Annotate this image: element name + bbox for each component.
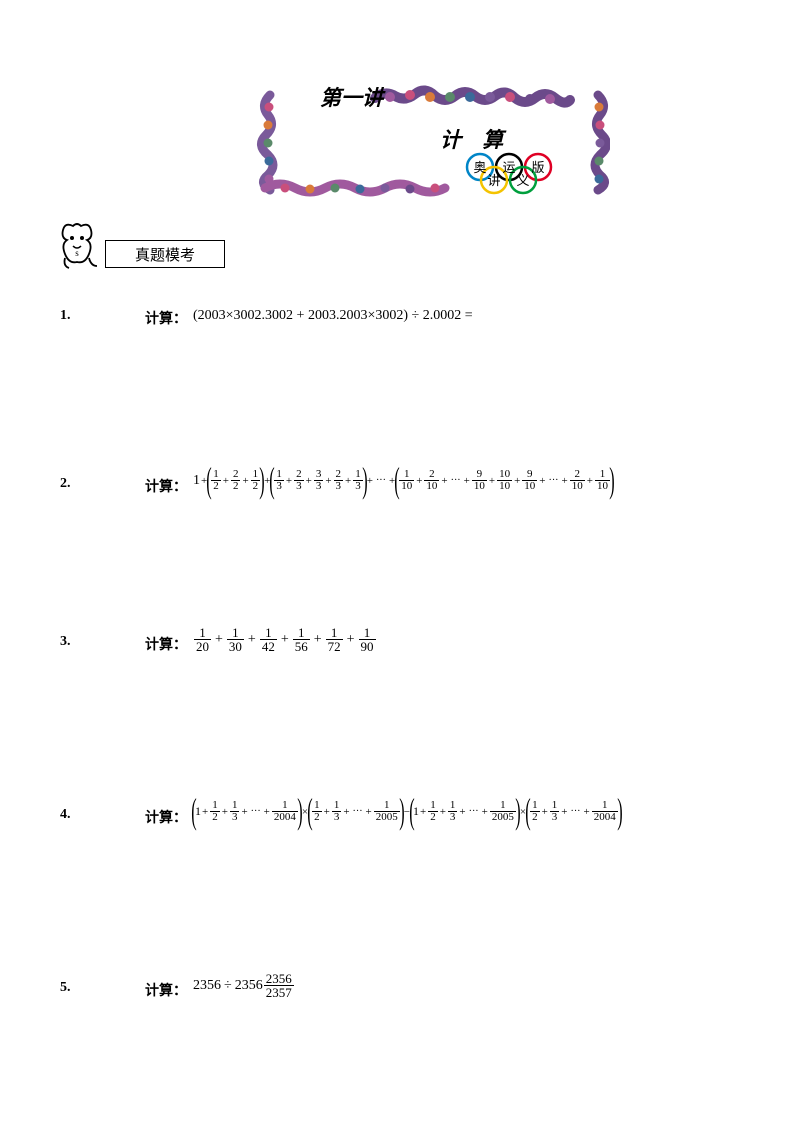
problem-4: 4. 计算： ( 1+ 12+ 13+ ···+ 12004 ) × ( 12+…: [60, 799, 760, 827]
problem-label: 计算：: [145, 799, 187, 827]
problem-expression: 2356 ÷ 2356 23562357: [193, 972, 295, 999]
svg-text:讲: 讲: [487, 173, 500, 188]
problem-number: 5.: [60, 972, 145, 996]
problem-2: 2. 计算： 1 + ( 12+ 22+ 12 ) + ( 13+ 23+ 33…: [60, 468, 760, 496]
decorative-banner: 奥 运 版 讲 义: [250, 80, 610, 200]
problem-expression: 120+ 130+ 142+ 156+ 172+ 190: [193, 626, 377, 653]
svg-text:义: 义: [516, 173, 529, 188]
problem-label: 计算：: [145, 300, 187, 328]
problem-expression: 1 + ( 12+ 22+ 12 ) + ( 13+ 23+ 33+ 23+ 1…: [193, 468, 613, 493]
section-label: 真题模考: [105, 240, 225, 268]
problem-label: 计算：: [145, 972, 187, 1000]
problem-number: 3.: [60, 626, 145, 650]
svg-text:奥: 奥: [473, 160, 486, 175]
problem-expression: ( 1+ 12+ 13+ ···+ 12004 ) × ( 12+ 13+ ··…: [193, 799, 621, 824]
problem-number: 2.: [60, 468, 145, 492]
math-lead: 1: [193, 473, 200, 489]
problem-number: 4.: [60, 799, 145, 823]
problems-list: 1. 计算： (2003×3002.3002 + 2003.2003×3002)…: [60, 300, 760, 1000]
problem-number: 1.: [60, 300, 145, 324]
svg-text:运: 运: [502, 160, 515, 175]
sub-title: 计 算: [440, 124, 511, 154]
problem-1: 1. 计算： (2003×3002.3002 + 2003.2003×3002)…: [60, 300, 760, 328]
problem-label: 计算：: [145, 626, 187, 654]
problem-label: 计算：: [145, 468, 187, 496]
lesson-title: 第一讲: [320, 82, 383, 112]
problem-3: 3. 计算： 120+ 130+ 142+ 156+ 172+ 190: [60, 626, 760, 654]
svg-text:版: 版: [531, 160, 544, 175]
problem-expression: (2003×3002.3002 + 2003.2003×3002) ÷ 2.00…: [193, 300, 473, 324]
svg-text:s: s: [75, 248, 79, 258]
mascot-icon: s: [55, 220, 110, 280]
problem-5: 5. 计算： 2356 ÷ 2356 23562357: [60, 972, 760, 1000]
